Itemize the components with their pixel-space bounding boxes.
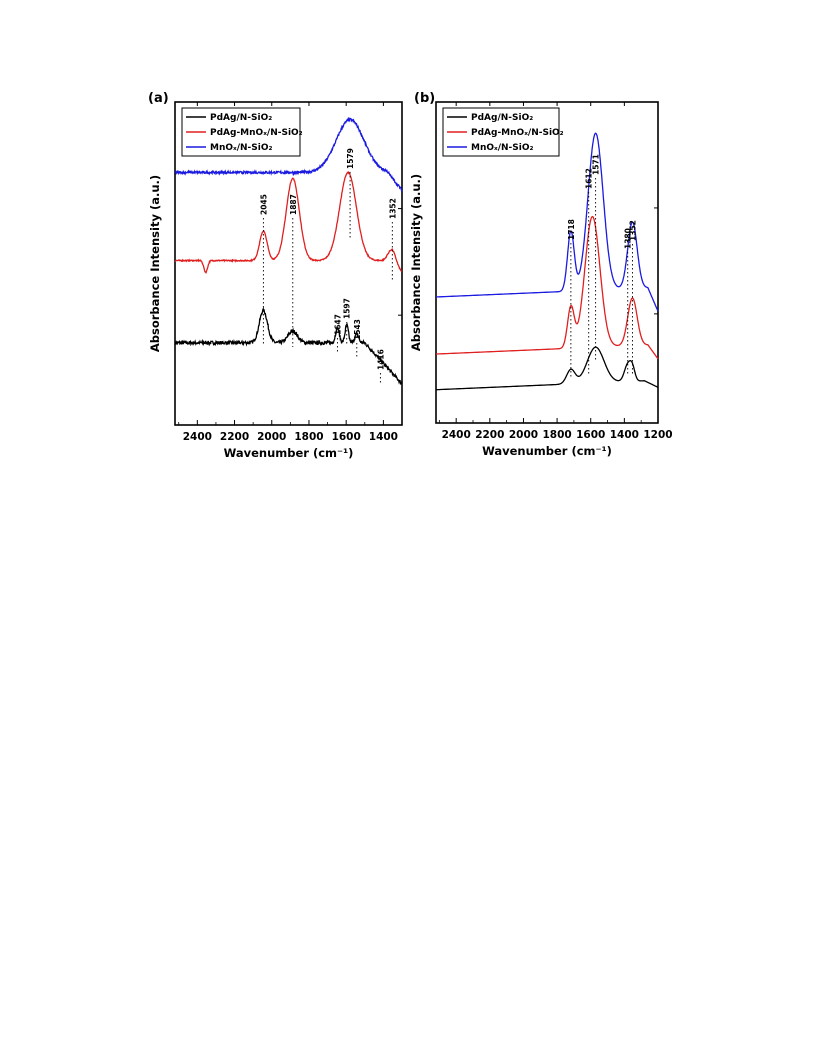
x-tick-label: 2200: [475, 429, 504, 441]
legend-label: PdAg-MnOₓ/N-SiO₂: [471, 128, 564, 138]
peak-label: 1597: [343, 298, 352, 319]
peak-label: 1571: [592, 154, 601, 175]
panel-a: (a) 2400 2200 2000 1800 1600 1400 Wavenumber (c…: [148, 91, 403, 460]
panel-label: (b): [414, 91, 435, 106]
x-tick-label: 2200: [220, 431, 249, 443]
x-tick-label: 1600: [332, 431, 361, 443]
series-line-0: [174, 306, 403, 386]
x-tick-label: 2000: [509, 429, 538, 441]
peak-label: 1352: [388, 198, 397, 219]
x-tick-label: 1800: [542, 429, 571, 441]
peak-label: 1612: [585, 168, 594, 189]
peak-label: 1416: [376, 349, 385, 370]
peak-label: 1543: [353, 319, 362, 340]
series-line-1: [436, 215, 659, 360]
series-line-2: [174, 116, 403, 193]
legend-label: MnOₓ/N-SiO₂: [471, 143, 534, 153]
legend-label: MnOₓ/N-SiO₂: [210, 143, 273, 153]
legend-label: PdAg-MnOₓ/N-SiO₂: [210, 128, 303, 138]
x-tick-label: 1400: [610, 429, 639, 441]
legend-label: PdAg/N-SiO₂: [210, 113, 272, 123]
x-axis-title: Wavenumber (cm⁻¹): [482, 444, 612, 458]
peak-label: 1380: [624, 228, 633, 249]
x-tick-label: 1800: [294, 431, 323, 443]
panel-b: (b) 2400 2200 2000 1800 1600 1400 1200 Wavenumbe…: [409, 91, 673, 458]
y-axis-title: Absorbance Intensity (a.u.): [409, 174, 423, 351]
x-tick-label: 2000: [257, 431, 286, 443]
x-tick-label: 2400: [442, 429, 471, 441]
peak-label: 1352: [628, 220, 637, 241]
series-line-0: [436, 346, 659, 391]
x-tick-label: 1400: [369, 431, 398, 443]
x-tick-label: 1200: [643, 429, 672, 441]
peak-label: 1718: [567, 219, 576, 240]
plot-frame: [435, 101, 659, 424]
x-tick-label: 2400: [183, 431, 212, 443]
x-tick-label: 1600: [576, 429, 605, 441]
peak-label: 2045: [259, 194, 268, 215]
y-axis-title: Absorbance Intensity (a.u.): [148, 175, 162, 352]
legend-label: PdAg/N-SiO₂: [471, 113, 533, 123]
peak-label: 1887: [289, 194, 298, 215]
peak-label: 1579: [346, 148, 355, 169]
panel-label: (a): [148, 91, 169, 106]
series-line-2: [436, 132, 659, 312]
x-axis-title: Wavenumber (cm⁻¹): [224, 446, 354, 460]
series-line-1: [174, 170, 403, 274]
peak-label: 1647: [333, 314, 342, 335]
plot-frame: [174, 101, 403, 426]
